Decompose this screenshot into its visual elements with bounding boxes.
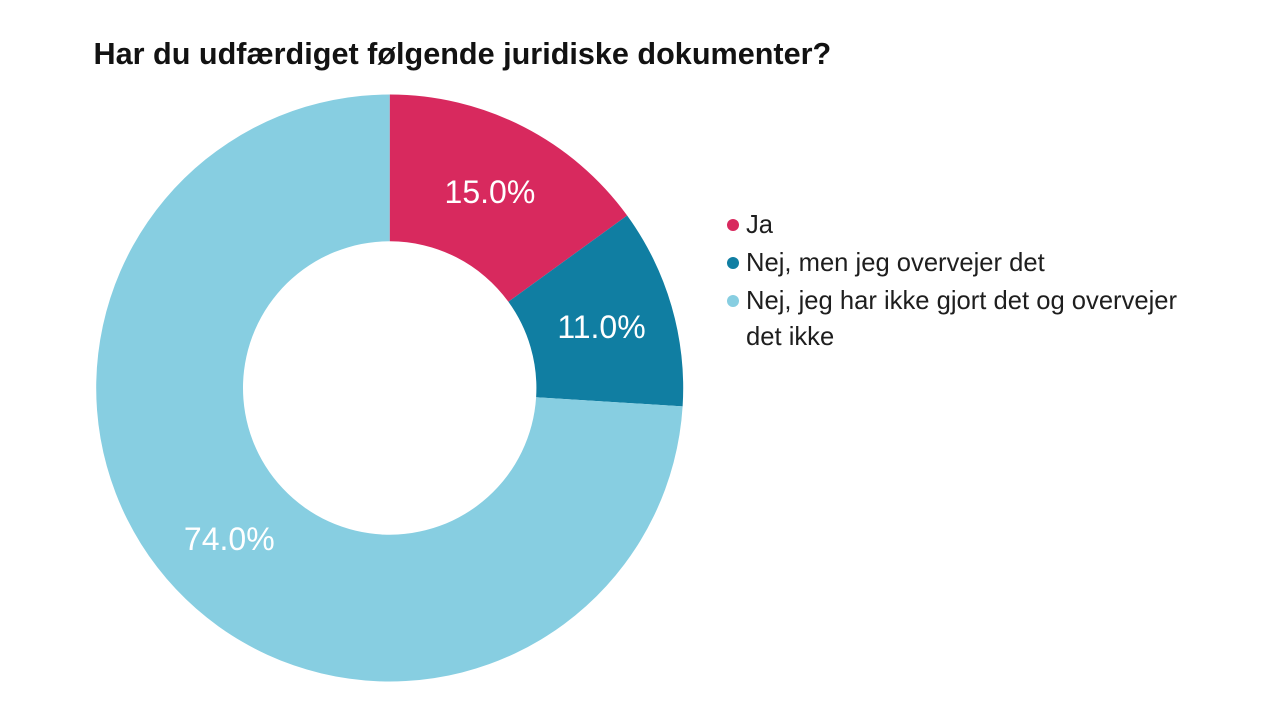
svg-text:74.0%: 74.0% [184,521,275,557]
svg-text:11.0%: 11.0% [557,309,645,345]
svg-text:15.0%: 15.0% [445,174,536,210]
